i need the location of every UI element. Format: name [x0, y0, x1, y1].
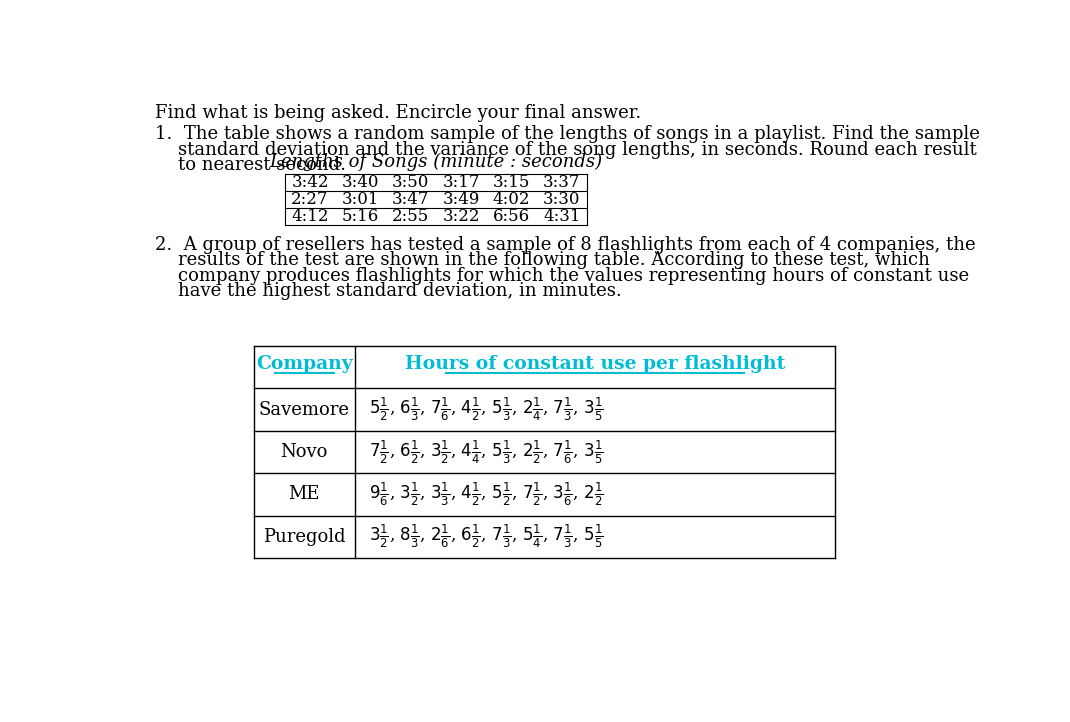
Text: 3:17: 3:17 [442, 175, 480, 191]
Text: Puregold: Puregold [263, 528, 346, 546]
Text: 3:15: 3:15 [493, 175, 531, 191]
Text: 3:42: 3:42 [291, 175, 328, 191]
Text: 1.  The table shows a random sample of the lengths of songs in a playlist. Find : 1. The table shows a random sample of th… [155, 125, 980, 143]
Text: 3:01: 3:01 [341, 191, 379, 209]
Text: $9\frac{1}{6}$, $3\frac{1}{2}$, $3\frac{1}{3}$, $4\frac{1}{2}$, $5\frac{1}{2}$, : $9\frac{1}{6}$, $3\frac{1}{2}$, $3\frac{… [368, 481, 603, 508]
Text: 3:50: 3:50 [392, 175, 429, 191]
Text: 2.  A group of resellers has tested a sample of 8 flashlights from each of 4 com: 2. A group of resellers has tested a sam… [155, 236, 976, 254]
Text: 3:22: 3:22 [442, 208, 480, 225]
Text: 3:40: 3:40 [341, 175, 379, 191]
Text: 2:55: 2:55 [393, 208, 429, 225]
Text: standard deviation and the variance of the song lengths, in seconds. Round each : standard deviation and the variance of t… [155, 141, 977, 159]
Text: to nearest second.: to nearest second. [155, 156, 347, 174]
Text: Find what is being asked. Encircle your final answer.: Find what is being asked. Encircle your … [155, 103, 642, 121]
Text: 4:12: 4:12 [291, 208, 328, 225]
Text: 4:31: 4:31 [544, 208, 581, 225]
Text: 3:30: 3:30 [544, 191, 581, 209]
Text: have the highest standard deviation, in minutes.: have the highest standard deviation, in … [155, 282, 622, 300]
Text: $7\frac{1}{2}$, $6\frac{1}{2}$, $3\frac{1}{2}$, $4\frac{1}{4}$, $5\frac{1}{3}$, : $7\frac{1}{2}$, $6\frac{1}{2}$, $3\frac{… [368, 438, 603, 466]
Text: 3:49: 3:49 [443, 191, 479, 209]
Text: company produces flashlights for which the values representing hours of constant: company produces flashlights for which t… [155, 267, 969, 284]
Text: Hours of constant use per flashlight: Hours of constant use per flashlight [404, 355, 785, 373]
Text: ME: ME [289, 485, 320, 503]
Text: 6:56: 6:56 [493, 208, 530, 225]
Text: Company: Company [256, 355, 353, 373]
Text: 5:16: 5:16 [341, 208, 379, 225]
Text: 3:37: 3:37 [544, 175, 581, 191]
Text: $3\frac{1}{2}$, $8\frac{1}{3}$, $2\frac{1}{6}$, $6\frac{1}{2}$, $7\frac{1}{3}$, : $3\frac{1}{2}$, $8\frac{1}{3}$, $2\frac{… [368, 523, 603, 550]
Text: Novo: Novo [280, 443, 327, 461]
Text: 4:02: 4:02 [493, 191, 531, 209]
Text: Savemore: Savemore [259, 401, 350, 419]
Text: $5\frac{1}{2}$, $6\frac{1}{3}$, $7\frac{1}{6}$, $4\frac{1}{2}$, $5\frac{1}{3}$, : $5\frac{1}{2}$, $6\frac{1}{3}$, $7\frac{… [368, 396, 603, 423]
Text: 3:47: 3:47 [392, 191, 429, 209]
Text: Lengths of Songs (minute : seconds): Lengths of Songs (minute : seconds) [270, 152, 602, 170]
Text: results of the test are shown in the following table. According to these test, w: results of the test are shown in the fol… [155, 251, 930, 269]
Text: 2:27: 2:27 [291, 191, 328, 209]
